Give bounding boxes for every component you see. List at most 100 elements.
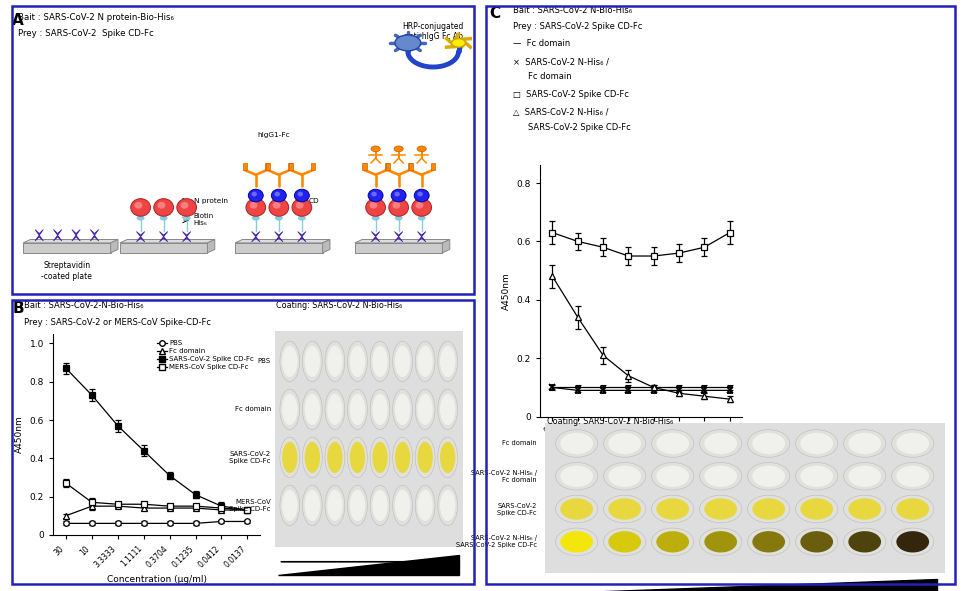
- Ellipse shape: [372, 490, 388, 521]
- Ellipse shape: [560, 433, 593, 454]
- Ellipse shape: [292, 199, 311, 216]
- Polygon shape: [182, 232, 191, 242]
- Ellipse shape: [652, 430, 694, 457]
- Ellipse shape: [892, 495, 934, 523]
- Ellipse shape: [652, 463, 694, 490]
- Ellipse shape: [372, 346, 388, 377]
- Text: HRP-conjugated
anti-hIgG Fc Ab: HRP-conjugated anti-hIgG Fc Ab: [403, 22, 464, 41]
- Ellipse shape: [603, 495, 646, 523]
- Ellipse shape: [795, 430, 838, 457]
- Ellipse shape: [275, 191, 280, 196]
- Ellipse shape: [603, 528, 646, 556]
- Ellipse shape: [844, 463, 886, 490]
- Polygon shape: [298, 232, 306, 242]
- Ellipse shape: [350, 394, 365, 425]
- Ellipse shape: [365, 199, 386, 216]
- Ellipse shape: [897, 466, 929, 487]
- Ellipse shape: [298, 191, 303, 196]
- Text: ×  SARS-CoV-2 N-His₆ /: × SARS-CoV-2 N-His₆ /: [513, 57, 609, 66]
- Text: Fc domain: Fc domain: [502, 440, 537, 446]
- Ellipse shape: [415, 485, 435, 525]
- Circle shape: [394, 146, 403, 152]
- X-axis label: Competitor concentration
(μg/ml): Competitor concentration (μg/ml): [582, 454, 700, 473]
- Ellipse shape: [395, 346, 411, 377]
- Ellipse shape: [282, 442, 298, 473]
- Ellipse shape: [795, 495, 838, 523]
- Polygon shape: [355, 239, 450, 243]
- Text: Coating: SARS-CoV-2 N-Bio-His₆: Coating: SARS-CoV-2 N-Bio-His₆: [547, 417, 673, 426]
- Ellipse shape: [555, 495, 598, 523]
- Bar: [288, 163, 292, 170]
- Ellipse shape: [392, 202, 400, 209]
- Ellipse shape: [747, 463, 790, 490]
- Bar: [386, 163, 389, 170]
- Ellipse shape: [656, 531, 689, 553]
- Ellipse shape: [700, 463, 742, 490]
- Text: SARS-CoV-2 N-His₆ /
SARS-CoV-2 Spike CD-Fc: SARS-CoV-2 N-His₆ / SARS-CoV-2 Spike CD-…: [456, 535, 537, 548]
- Ellipse shape: [752, 498, 785, 519]
- Ellipse shape: [440, 490, 455, 521]
- Ellipse shape: [350, 442, 365, 473]
- Ellipse shape: [892, 463, 934, 490]
- Ellipse shape: [844, 528, 886, 556]
- Ellipse shape: [252, 191, 257, 196]
- Ellipse shape: [700, 495, 742, 523]
- Text: Prey : SARS-CoV-2 or MERS-CoV Spike-CD-Fc: Prey : SARS-CoV-2 or MERS-CoV Spike-CD-F…: [24, 318, 211, 327]
- Ellipse shape: [325, 437, 345, 478]
- Polygon shape: [23, 243, 111, 253]
- Text: PBS: PBS: [257, 358, 271, 365]
- Text: hIgG1-Fc: hIgG1-Fc: [257, 132, 289, 138]
- Ellipse shape: [438, 341, 458, 382]
- Ellipse shape: [303, 437, 322, 478]
- Circle shape: [299, 216, 305, 220]
- Circle shape: [417, 146, 426, 152]
- Ellipse shape: [327, 442, 342, 473]
- Ellipse shape: [395, 490, 411, 521]
- Ellipse shape: [348, 485, 367, 525]
- Ellipse shape: [280, 341, 300, 382]
- Text: Bait : SARS-CoV-2 N-Bio-His₆: Bait : SARS-CoV-2 N-Bio-His₆: [513, 6, 632, 15]
- Polygon shape: [35, 229, 43, 241]
- Ellipse shape: [848, 498, 881, 519]
- Polygon shape: [53, 229, 62, 241]
- Ellipse shape: [800, 433, 833, 454]
- Legend: PBS, Fc domain, SARS-CoV-2 Spike CD-Fc, MERS-CoV Spike CD-Fc: PBS, Fc domain, SARS-CoV-2 Spike CD-Fc, …: [154, 337, 256, 373]
- Ellipse shape: [327, 490, 342, 521]
- Y-axis label: A450nm: A450nm: [15, 415, 24, 453]
- Ellipse shape: [305, 346, 320, 377]
- Bar: [289, 163, 293, 170]
- Ellipse shape: [608, 498, 641, 519]
- Ellipse shape: [348, 437, 367, 478]
- Bar: [362, 163, 366, 170]
- Ellipse shape: [280, 437, 300, 478]
- Ellipse shape: [325, 389, 345, 430]
- Text: C: C: [490, 6, 501, 21]
- Ellipse shape: [131, 199, 150, 216]
- Ellipse shape: [700, 528, 742, 556]
- Ellipse shape: [897, 531, 929, 553]
- Ellipse shape: [417, 346, 433, 377]
- Polygon shape: [207, 239, 215, 253]
- Ellipse shape: [273, 202, 281, 209]
- Polygon shape: [235, 243, 323, 253]
- Ellipse shape: [752, 531, 785, 553]
- Ellipse shape: [417, 191, 423, 196]
- Polygon shape: [120, 239, 215, 243]
- Ellipse shape: [303, 341, 322, 382]
- Bar: [310, 163, 315, 170]
- Bar: [265, 163, 269, 170]
- Ellipse shape: [327, 346, 342, 377]
- Ellipse shape: [348, 389, 367, 430]
- Ellipse shape: [305, 442, 320, 473]
- Polygon shape: [279, 556, 459, 574]
- Ellipse shape: [415, 202, 423, 209]
- Ellipse shape: [412, 199, 432, 216]
- Ellipse shape: [395, 394, 411, 425]
- Circle shape: [137, 216, 144, 220]
- Ellipse shape: [892, 430, 934, 457]
- Ellipse shape: [652, 495, 694, 523]
- Polygon shape: [275, 232, 283, 242]
- Ellipse shape: [560, 466, 593, 487]
- Ellipse shape: [705, 433, 737, 454]
- Circle shape: [451, 38, 466, 47]
